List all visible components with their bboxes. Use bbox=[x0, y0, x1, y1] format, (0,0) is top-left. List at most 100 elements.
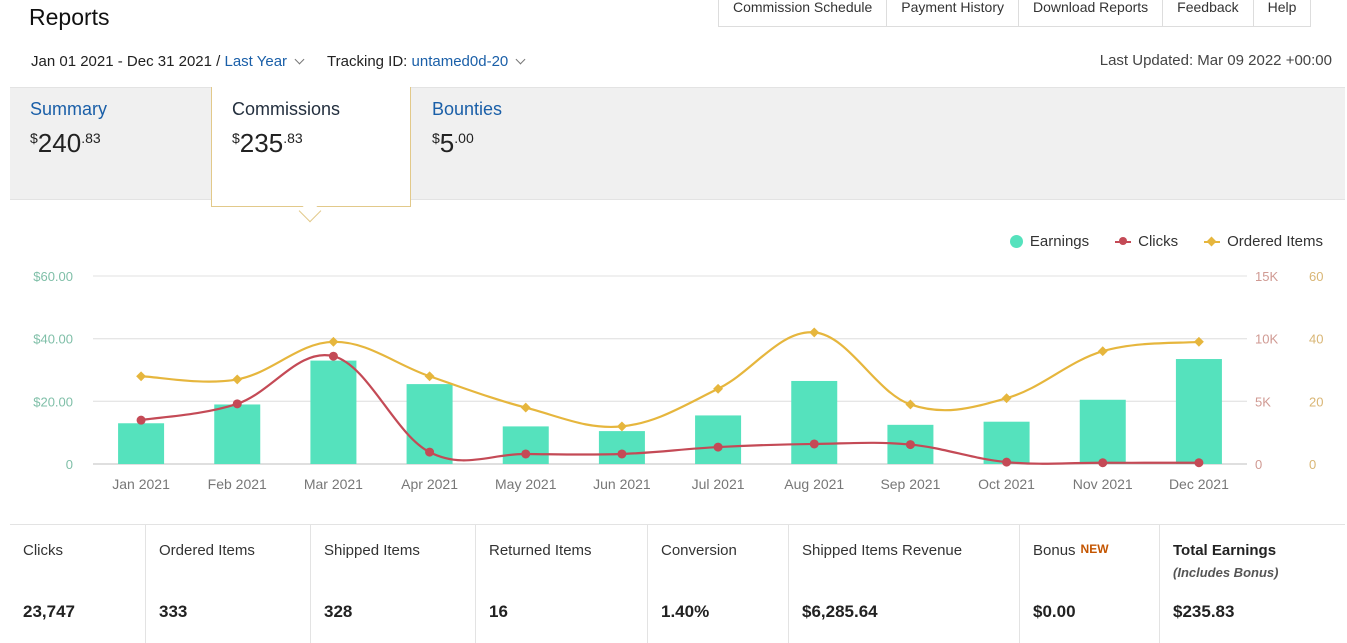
stat-total-earnings: Total Earnings (Includes Bonus) $235.83 bbox=[1160, 525, 1345, 643]
ordered-items-point bbox=[1097, 346, 1108, 357]
ordered-items-point bbox=[713, 383, 724, 394]
clicks-point bbox=[713, 442, 723, 452]
date-preset-dropdown[interactable]: Last Year bbox=[224, 53, 288, 70]
earnings-bar bbox=[310, 360, 357, 464]
left-axis-tick: $20.00 bbox=[33, 394, 73, 409]
page-title: Reports bbox=[29, 4, 110, 30]
chart-legend: Earnings Clicks Ordered Items bbox=[1009, 233, 1323, 250]
stat-sublabel: (Includes Bonus) bbox=[1173, 565, 1279, 580]
last-updated: Last Updated: Mar 09 2022 +00:00 bbox=[1099, 52, 1332, 69]
earnings-bar bbox=[1079, 399, 1126, 464]
stat-label: Clicks bbox=[23, 542, 63, 559]
right-axis-tick-clicks: 15K bbox=[1255, 269, 1278, 284]
ordered-items-point bbox=[1001, 393, 1012, 404]
x-axis-label: Jul 2021 bbox=[692, 476, 745, 492]
tab-bounties[interactable]: Bounties $5.00 bbox=[412, 87, 612, 200]
left-axis-tick: $40.00 bbox=[33, 332, 73, 347]
x-axis-label: Jun 2021 bbox=[593, 476, 651, 492]
x-axis-label: Mar 2021 bbox=[304, 476, 363, 492]
earnings-swatch-icon bbox=[1009, 235, 1023, 248]
report-filters: Jan 01 2021 - Dec 31 2021 / Last Year Tr… bbox=[31, 53, 526, 70]
x-axis-label: Oct 2021 bbox=[978, 476, 1035, 492]
commission-schedule-link[interactable]: Commission Schedule bbox=[718, 0, 887, 27]
stat-value: $6,285.64 bbox=[802, 602, 878, 621]
right-axis-tick-clicks: 10K bbox=[1255, 332, 1278, 347]
tab-label: Summary bbox=[30, 99, 108, 119]
stat-label: Returned Items bbox=[489, 542, 592, 559]
stat-value: 328 bbox=[324, 602, 353, 621]
ordered-items-point bbox=[616, 421, 627, 432]
chevron-down-icon[interactable] bbox=[515, 54, 526, 65]
earnings-bar bbox=[791, 380, 838, 464]
legend-clicks[interactable]: Clicks bbox=[1115, 233, 1178, 250]
tab-summary[interactable]: Summary $240.83 bbox=[10, 87, 210, 200]
new-badge: NEW bbox=[1080, 542, 1109, 556]
stat-value: 1.40% bbox=[661, 602, 710, 621]
ordered-items-point bbox=[905, 399, 916, 410]
stat-value: $235.83 bbox=[1173, 602, 1235, 621]
chevron-down-icon[interactable] bbox=[294, 54, 305, 65]
clicks-point bbox=[328, 351, 338, 361]
payment-history-link[interactable]: Payment History bbox=[886, 0, 1018, 27]
stats-table: Clicks 23,747 Ordered Items 333 Shipped … bbox=[10, 524, 1345, 643]
stat-bonus: Bonus NEW $0.00 bbox=[1020, 525, 1160, 643]
stat-shipped-items: Shipped Items 328 bbox=[311, 525, 476, 643]
help-link[interactable]: Help bbox=[1252, 0, 1312, 27]
clicks-point bbox=[905, 440, 915, 450]
tab-label: Bounties bbox=[432, 99, 503, 119]
tab-commissions[interactable]: Commissions $235.83 bbox=[211, 87, 411, 207]
top-links: Commission Schedule Payment History Down… bbox=[718, 0, 1312, 27]
clicks-point bbox=[1002, 457, 1012, 467]
right-axis-tick-items: 0 bbox=[1309, 457, 1316, 472]
clicks-swatch-icon bbox=[1115, 235, 1132, 248]
stat-value: 333 bbox=[159, 602, 188, 621]
earnings-chart: $60.00 15K 60 $40.00 10K 40 $20.00 5K 20 0 0 0 Jan 2… bbox=[33, 269, 1323, 492]
feedback-link[interactable]: Feedback bbox=[1162, 0, 1253, 27]
stat-value: 23,747 bbox=[23, 602, 75, 621]
x-axis-label: Nov 2021 bbox=[1073, 476, 1133, 492]
clicks-point bbox=[232, 399, 242, 409]
download-reports-link[interactable]: Download Reports bbox=[1018, 0, 1163, 27]
clicks-point bbox=[1098, 458, 1108, 468]
summary-amount: $240.83 bbox=[30, 128, 101, 158]
clicks-point bbox=[1194, 458, 1204, 468]
tracking-id-dropdown[interactable]: untamed0d-20 bbox=[411, 53, 509, 70]
stat-ordered-items: Ordered Items 333 bbox=[146, 525, 311, 643]
ordered-items-point bbox=[520, 402, 531, 413]
right-axis-tick-clicks: 0 bbox=[1255, 457, 1262, 472]
ordered-items-point bbox=[136, 371, 147, 382]
clicks-point bbox=[617, 449, 627, 459]
stat-label: Total Earnings bbox=[1173, 542, 1277, 559]
legend-ordered-items[interactable]: Ordered Items bbox=[1204, 233, 1323, 250]
stat-shipped-revenue: Shipped Items Revenue $6,285.64 bbox=[789, 525, 1020, 643]
x-axis-label: Feb 2021 bbox=[208, 476, 267, 492]
right-axis-tick-items: 60 bbox=[1309, 269, 1323, 284]
right-axis-tick-items: 40 bbox=[1309, 332, 1323, 347]
stat-value: $0.00 bbox=[1033, 602, 1076, 621]
earnings-bar bbox=[598, 431, 645, 464]
stat-label: Bonus NEW bbox=[1033, 542, 1109, 559]
x-axis-label: Dec 2021 bbox=[1169, 476, 1229, 492]
legend-earnings[interactable]: Earnings bbox=[1009, 233, 1089, 250]
clicks-line bbox=[140, 354, 1199, 465]
stat-label: Shipped Items bbox=[324, 542, 420, 559]
stat-value: 16 bbox=[489, 602, 508, 621]
x-axis-label: May 2021 bbox=[495, 476, 557, 492]
ordered-items-line bbox=[141, 331, 1200, 429]
tab-label: Commissions bbox=[232, 99, 341, 119]
commissions-amount: $235.83 bbox=[232, 128, 303, 158]
earnings-bar bbox=[118, 423, 165, 464]
right-axis-tick-items: 20 bbox=[1309, 394, 1323, 409]
date-range: Jan 01 2021 - Dec 31 2021 / bbox=[31, 53, 221, 70]
x-axis-label: Apr 2021 bbox=[401, 476, 458, 492]
stat-label: Shipped Items Revenue bbox=[802, 542, 963, 559]
stat-conversion: Conversion 1.40% bbox=[648, 525, 789, 643]
x-axis-label: Aug 2021 bbox=[784, 476, 844, 492]
x-axis-label: Sep 2021 bbox=[880, 476, 940, 492]
clicks-point bbox=[521, 449, 531, 459]
tracking-id-label: Tracking ID: bbox=[327, 53, 408, 70]
bounties-amount: $5.00 bbox=[432, 128, 474, 158]
stat-label: Ordered Items bbox=[159, 542, 255, 559]
clicks-point bbox=[136, 415, 146, 425]
ordered-items-point bbox=[809, 327, 820, 338]
